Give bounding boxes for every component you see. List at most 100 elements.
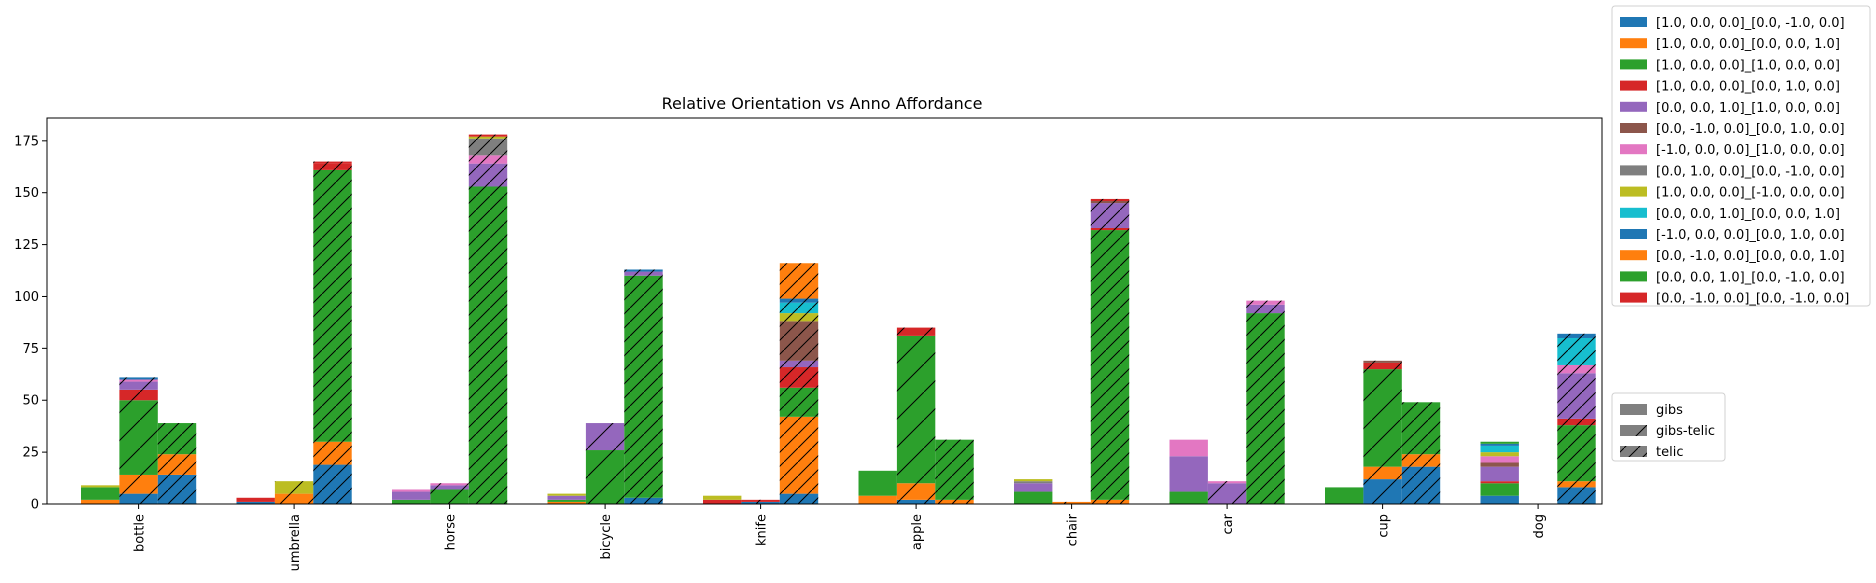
bar-hatch-knife-telic-s10	[779, 298, 819, 303]
bar-segment-dog-gibs-s2	[1480, 483, 1519, 496]
bar-hatch-umbrella-gibs-telic-s8	[274, 481, 314, 494]
bar-hatch-chair-telic-s13	[1090, 198, 1130, 202]
bar-hatch-knife-telic-s1	[779, 416, 819, 494]
bar-hatch-cup-gibs-telic-s5	[1363, 360, 1402, 363]
legend-swatch-2	[1620, 59, 1647, 70]
bar-hatch-bottle-gibs-telic-s4	[119, 381, 158, 390]
bar-hatch-horse-telic-s4	[468, 163, 508, 187]
bar-segment-bicycle-gibs-s4	[547, 495, 586, 500]
bar-hatch-knife-telic-s2	[779, 387, 819, 417]
y-tick-label-0: 0	[31, 498, 39, 513]
legend-label-12: [0.0, 0.0, 1.0]_[0.0, -1.0, 0.0]	[1656, 270, 1845, 285]
bar-hatch-umbrella-telic-s3	[313, 163, 352, 170]
legend-label-7: [0.0, 1.0, 0.0]_[0.0, -1.0, 0.0]	[1656, 164, 1845, 179]
bar-segment-knife-gibs-s8	[703, 495, 742, 500]
y-tick-label-50: 50	[22, 394, 39, 409]
bar-segment-dog-gibs-s9	[1480, 445, 1519, 453]
bar-hatch-bottle-gibs-telic-s0	[119, 493, 158, 504]
bar-hatch-knife-telic-s4	[779, 360, 819, 368]
bar-segment-dog-gibs-s6	[1480, 456, 1519, 463]
bar-hatch-bottle-gibs-telic-s6	[119, 379, 158, 382]
bar-segment-dog-gibs-s5	[1480, 462, 1519, 467]
bar-hatch-cup-gibs-telic-s0	[1363, 479, 1402, 504]
bar-hatch-chair-gibs-telic-s1	[1052, 501, 1091, 504]
x-tick-label-umbrella: umbrella	[288, 514, 303, 571]
legend-label-5: [0.0, -1.0, 0.0]_[0.0, 1.0, 0.0]	[1656, 122, 1845, 137]
bar-segment-chair-gibs-s2	[1014, 491, 1053, 504]
bar-segment-chair-gibs-s4	[1014, 483, 1053, 492]
bar-segment-bicycle-gibs-s1	[547, 501, 586, 504]
bar-hatch-horse-telic-s7	[468, 138, 508, 156]
y-tick-label-100: 100	[14, 290, 39, 305]
bar-hatch-umbrella-gibs-telic-s1	[274, 493, 314, 504]
legend-swatch-9	[1620, 207, 1647, 218]
bar-hatch-horse-gibs-telic-s4	[430, 485, 469, 490]
legend-swatch-1	[1620, 38, 1647, 49]
bar-hatch-dog-telic-s6	[1557, 364, 1596, 374]
bar-hatch-bicycle-telic-s2	[624, 275, 663, 498]
bar-segment-dog-gibs-s0	[1480, 495, 1519, 504]
bar-hatch-knife-telic-s0	[779, 493, 819, 504]
bar-hatch-knife-telic-s5	[779, 321, 819, 361]
legend-swatch-6	[1620, 144, 1647, 155]
bar-hatch-bicycle-gibs-telic-s4	[585, 423, 625, 451]
bar-hatch-knife-telic-s11	[779, 263, 819, 299]
bar-hatch-car-gibs-telic-s6	[1207, 481, 1247, 484]
bar-segment-bottle-gibs-s2	[81, 487, 120, 500]
x-tick-label-knife: knife	[755, 514, 770, 546]
bar-segment-car-gibs-s2	[1169, 491, 1208, 504]
bar-hatch-cup-telic-s2	[1401, 402, 1441, 455]
bar-hatch-bottle-gibs-telic-s3	[119, 389, 158, 401]
bar-hatch-cup-gibs-telic-s1	[1363, 466, 1402, 480]
bar-hatch-cup-gibs-telic-s2	[1363, 369, 1402, 467]
bar-segment-chair-gibs-s8	[1014, 479, 1053, 482]
legend-label-8: [1.0, 0.0, 0.0]_[-1.0, 0.0, 0.0]	[1656, 186, 1845, 201]
bar-hatch-dog-telic-s3	[1557, 418, 1596, 426]
bar-hatch-dog-telic-s0	[1557, 487, 1596, 504]
bar-segment-umbrella-gibs-s3	[236, 497, 275, 502]
y-tick-label-150: 150	[14, 186, 39, 201]
bar-hatch-knife-gibs-telic-s0	[741, 501, 780, 504]
y-tick-label-175: 175	[14, 134, 39, 149]
bar-segment-bottle-gibs-s8	[81, 485, 120, 488]
bar-hatch-dog-telic-s2	[1557, 425, 1596, 482]
bar-hatch-umbrella-telic-s2	[313, 169, 352, 442]
bar-segment-umbrella-gibs-s0	[236, 501, 275, 504]
bar-hatch-car-telic-s4	[1246, 304, 1285, 314]
legend-swatch-7	[1620, 165, 1647, 176]
bar-hatch-horse-gibs-telic-s2	[430, 489, 469, 504]
bar-hatch-apple-gibs-telic-s0	[896, 499, 936, 504]
legend-swatch-3	[1620, 80, 1647, 91]
x-tick-label-apple: apple	[910, 514, 925, 550]
bar-hatch-cup-telic-s0	[1401, 466, 1441, 504]
bar-segment-bicycle-gibs-s8	[547, 493, 586, 496]
bar-hatch-bottle-telic-s1	[157, 454, 197, 475]
bar-hatch-bicycle-telic-s10	[624, 269, 663, 272]
bar-hatch-bottle-gibs-telic-s1	[119, 474, 158, 494]
bar-segment-chair-gibs-s7	[1014, 481, 1053, 484]
bar-hatch-bottle-telic-s0	[157, 474, 197, 504]
legend-swatch-13	[1620, 292, 1647, 303]
x-tick-label-chair: chair	[1066, 513, 1081, 546]
x-tick-label-bicycle: bicycle	[599, 514, 614, 559]
legend-label-3: [1.0, 0.0, 0.0]_[0.0, 1.0, 0.0]	[1656, 80, 1840, 95]
bar-hatch-horse-gibs-telic-s6	[430, 483, 469, 486]
bar-hatch-horse-telic-s6	[468, 155, 508, 164]
bar-hatch-umbrella-telic-s13	[313, 161, 352, 164]
bar-segment-bicycle-gibs-s2	[547, 499, 586, 502]
x-tick-label-car: car	[1221, 513, 1236, 534]
bar-segment-horse-gibs-s6	[392, 489, 431, 492]
legend-label-0: [1.0, 0.0, 0.0]_[0.0, -1.0, 0.0]	[1656, 16, 1845, 31]
bar-hatch-knife-telic-s3	[779, 367, 819, 388]
bar-hatch-knife-gibs-telic-s3	[741, 499, 780, 502]
bar-hatch-chair-telic-s4	[1090, 203, 1130, 228]
bar-segment-dog-gibs-s12	[1480, 441, 1519, 444]
bar-segment-horse-gibs-s4	[392, 491, 431, 500]
group-legend-label-telic: telic	[1656, 445, 1683, 460]
bar-segment-car-gibs-s4	[1169, 456, 1208, 492]
bar-hatch-horse-telic-s8	[468, 136, 508, 139]
x-tick-label-dog: dog	[1532, 514, 1547, 538]
legend-swatch-5	[1620, 123, 1647, 133]
legend-swatch-0	[1620, 17, 1647, 27]
